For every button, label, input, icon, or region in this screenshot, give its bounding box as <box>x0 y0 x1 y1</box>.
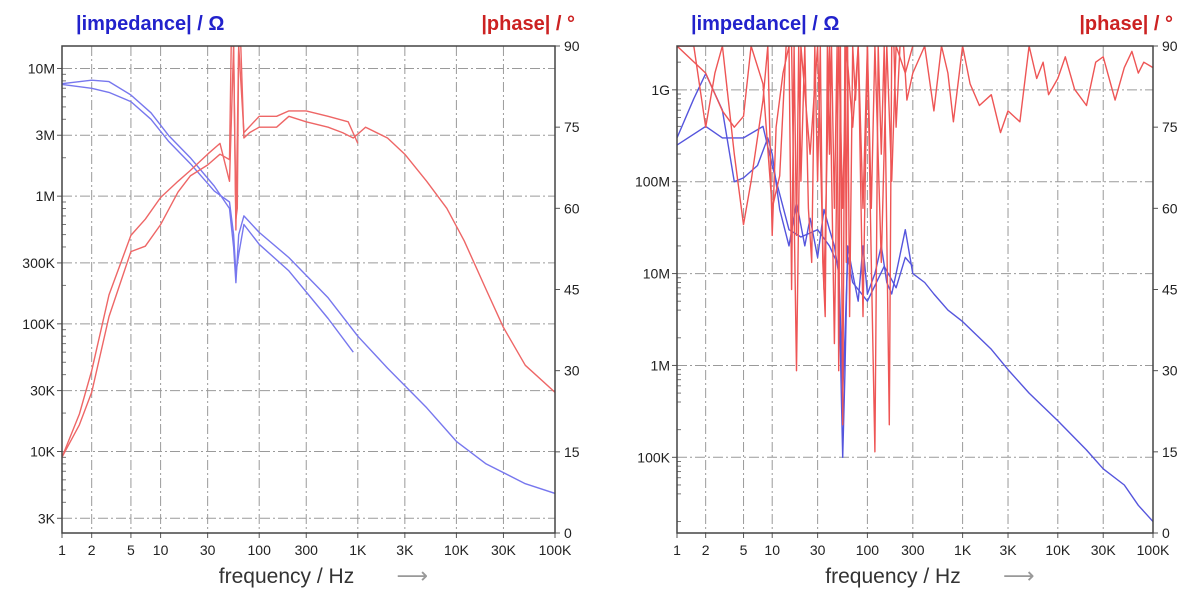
x-tick-label: 100 <box>248 542 272 558</box>
y-right-axis-title: |phase| / ° <box>481 13 575 35</box>
x-tick-label: 1 <box>58 542 66 558</box>
phase-series-line <box>677 46 1153 453</box>
y-left-tick-label: 10K <box>30 444 56 460</box>
x-tick-label: 10 <box>153 542 169 558</box>
y-left-tick-label: 100M <box>635 174 670 190</box>
x-tick-label: 10 <box>764 542 780 558</box>
x-tick-label: 1 <box>673 542 681 558</box>
x-tick-label: 30K <box>491 542 517 558</box>
x-tick-label: 5 <box>740 542 748 558</box>
y-right-tick-label: 15 <box>1162 444 1178 460</box>
arrow-right-icon: ⟶ <box>1003 564 1035 589</box>
y-right-tick-label: 75 <box>564 119 580 135</box>
y-right-tick-label: 45 <box>564 282 580 298</box>
y-left-tick-label: 1G <box>651 82 670 98</box>
impedance-series-line <box>62 83 354 353</box>
x-tick-label: 10K <box>1045 542 1071 558</box>
x-tick-label: 300 <box>901 542 925 558</box>
x-tick-label: 100 <box>856 542 880 558</box>
y-left-tick-label: 3M <box>36 127 55 143</box>
x-tick-label: 30 <box>810 542 826 558</box>
y-right-tick-label: 30 <box>564 363 580 379</box>
y-right-axis-title: |phase| / ° <box>1079 13 1173 35</box>
y-right-tick-label: 15 <box>564 444 580 460</box>
y-right-tick-label: 0 <box>564 525 572 541</box>
x-tick-label: 2 <box>88 542 96 558</box>
y-left-tick-label: 1M <box>36 188 55 204</box>
y-right-tick-label: 60 <box>1162 200 1178 216</box>
x-tick-label: 30K <box>1091 542 1117 558</box>
chart-left: 1 2 5 10 30 100 300 1K 3K 10K 30K 100K3K10K30K100K3… <box>22 13 579 589</box>
plot-frame <box>676 45 1154 534</box>
x-axis-title: frequency / Hz <box>825 565 960 588</box>
x-tick-label: 3K <box>999 542 1017 558</box>
x-tick-label: 1K <box>349 542 367 558</box>
impedance-series-line <box>62 79 555 495</box>
phase-series-line <box>677 46 914 372</box>
x-axis-title: frequency / Hz <box>219 565 354 588</box>
y-left-tick-label: 100K <box>22 316 55 332</box>
y-left-axis-title: |impedance| / Ω <box>76 13 224 35</box>
arrow-right-icon: ⟶ <box>397 564 429 589</box>
x-tick-label: 3K <box>396 542 414 558</box>
x-tick-label: 10K <box>444 542 470 558</box>
phase-series-line <box>62 46 359 458</box>
plot-frame <box>61 45 556 534</box>
y-left-tick-label: 10M <box>643 266 670 282</box>
y-right-tick-label: 30 <box>1162 363 1178 379</box>
y-right-tick-label: 60 <box>564 200 580 216</box>
phase-series-line <box>62 46 555 458</box>
y-left-tick-label: 10M <box>28 60 55 76</box>
plot-area <box>677 46 1153 533</box>
x-tick-label: 5 <box>127 542 135 558</box>
y-left-axis-title: |impedance| / Ω <box>691 13 839 35</box>
y-left-tick-label: 100K <box>637 449 670 465</box>
y-left-tick-label: 1M <box>651 357 670 373</box>
y-right-tick-label: 90 <box>564 38 580 54</box>
x-tick-label: 300 <box>295 542 319 558</box>
y-right-tick-label: 0 <box>1162 525 1170 541</box>
y-right-tick-label: 90 <box>1162 38 1178 54</box>
x-tick-label: 2 <box>702 542 710 558</box>
y-right-tick-label: 45 <box>1162 282 1178 298</box>
impedance-series-line <box>677 125 914 394</box>
x-tick-label: 1K <box>954 542 972 558</box>
x-tick-label: 30 <box>200 542 216 558</box>
y-right-tick-label: 75 <box>1162 119 1178 135</box>
x-tick-label: 100K <box>1137 542 1170 558</box>
y-left-tick-label: 300K <box>22 255 55 271</box>
chart-right: 1 2 5 10 30 100 300 1K 3K 10K 30K 100K100K1M10M100M… <box>635 13 1178 589</box>
x-tick-label: 100K <box>539 542 572 558</box>
y-left-tick-label: 3K <box>38 510 56 526</box>
y-left-tick-label: 30K <box>30 383 56 399</box>
